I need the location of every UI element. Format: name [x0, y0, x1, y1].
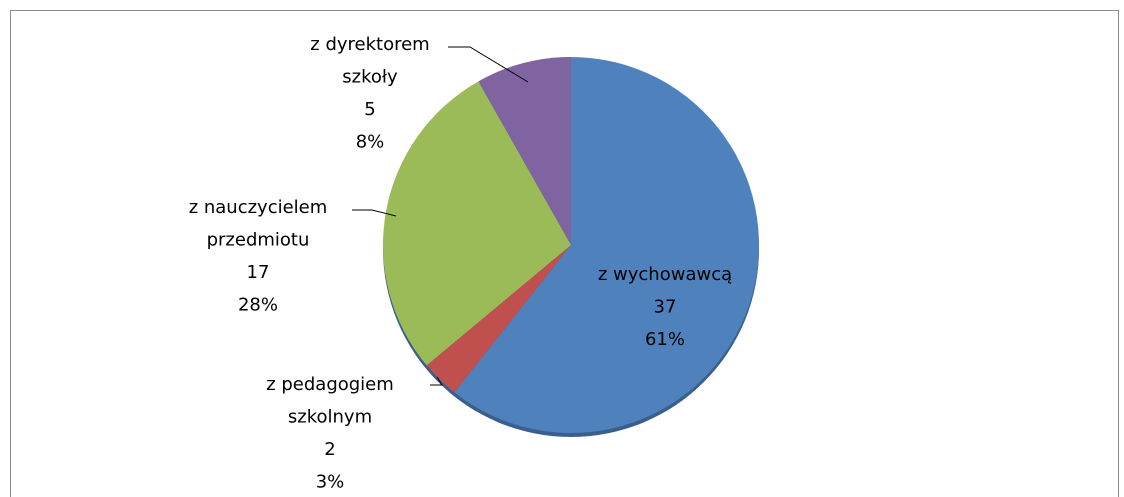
pie — [382, 57, 759, 437]
category-label: szkoły — [342, 67, 398, 88]
value-label: 5 — [364, 99, 375, 120]
percent-label: 28% — [238, 295, 278, 316]
labels: z wychowawcą 37 61% z pedagogiem szkolnym 2 3%… — [189, 34, 732, 493]
leader-line — [352, 209, 397, 217]
pie-slice — [454, 57, 759, 434]
pie-slice — [426, 245, 571, 393]
percent-label: 61% — [645, 329, 685, 350]
category-label: z nauczycielem — [189, 197, 328, 218]
category-label: szkolnym — [288, 407, 372, 428]
category-label: przedmiotu — [207, 230, 310, 251]
category-label: z wychowawcą — [598, 264, 732, 285]
value-label: 17 — [247, 262, 270, 283]
category-label: z pedagogiem — [266, 374, 394, 395]
percent-label: 8% — [356, 132, 385, 153]
percent-label: 3% — [316, 472, 345, 493]
value-label: 37 — [654, 297, 677, 318]
pie-slice — [382, 81, 571, 366]
leader-line — [448, 46, 529, 83]
category-label: z dyrektorem — [310, 34, 429, 55]
value-label: 2 — [324, 439, 335, 460]
leader-line — [430, 376, 443, 386]
pie-slice — [478, 57, 571, 245]
